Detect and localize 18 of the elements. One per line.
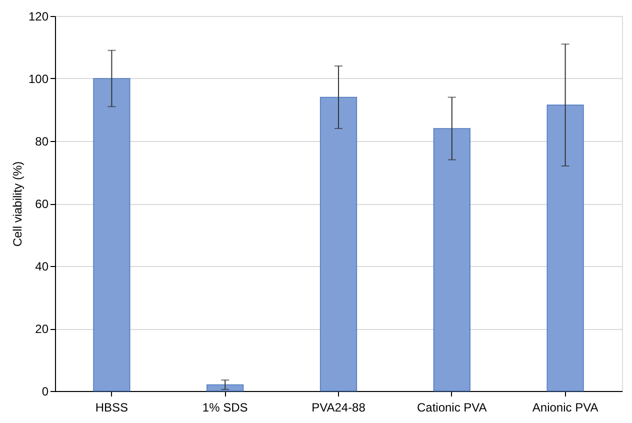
bar xyxy=(546,104,584,392)
y-tick-label: 120 xyxy=(28,10,49,24)
bar xyxy=(320,96,358,392)
y-tick-label: 100 xyxy=(28,72,49,86)
y-tick-label: 80 xyxy=(35,134,49,148)
bar xyxy=(206,384,244,392)
x-tick-label: Anionic PVA xyxy=(532,400,598,414)
x-tick-label: 1% SDS xyxy=(202,400,248,414)
y-axis-title: Cell viability (%) xyxy=(10,161,24,247)
x-tick-label: Cationic PVA xyxy=(416,400,487,414)
x-tick-label: PVA24-88 xyxy=(312,400,366,414)
y-tick-label: 60 xyxy=(35,197,49,211)
y-tick-label: 40 xyxy=(35,260,49,274)
y-tick-label: 0 xyxy=(42,384,49,398)
x-tick-label: HBSS xyxy=(95,400,128,414)
y-tick-label: 20 xyxy=(35,322,49,336)
bar xyxy=(93,78,130,392)
bar xyxy=(433,128,470,392)
